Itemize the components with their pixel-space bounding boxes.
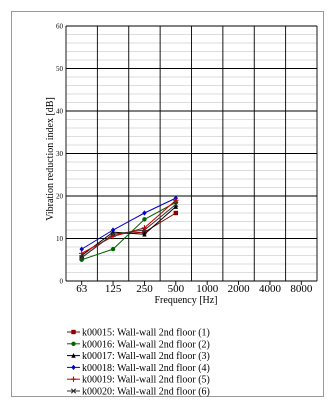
data-point: [173, 197, 179, 203]
y-tick-label: 10: [56, 235, 64, 243]
legend-label: k00016: Wall-wall 2nd floor (2): [82, 339, 210, 350]
x-tick-label: 1000: [196, 283, 219, 295]
data-point: [142, 210, 147, 216]
data-point: [173, 201, 179, 208]
legend-label: k00018: Wall-wall 2nd floor (4): [82, 363, 210, 374]
legend-label: k00019: Wall-wall 2nd floor (5): [82, 375, 210, 386]
data-point: [79, 255, 85, 261]
data-point: [78, 250, 85, 257]
x-tick-label: 2000: [228, 283, 251, 295]
x-tick-labels: 63 125 250 500 1000 2000 4000 8000: [76, 283, 313, 295]
legend-marker: [70, 388, 77, 394]
x-axis-label: Frequency [Hz]: [154, 295, 217, 306]
x-tick-label: 4000: [259, 283, 282, 295]
data-point: [173, 210, 179, 216]
data-point: [173, 204, 179, 209]
legend-marker: [71, 364, 76, 370]
x-tick-label: 500: [168, 283, 185, 295]
series-line: [81, 197, 177, 250]
y-tick-label: 30: [56, 150, 64, 158]
series-lines: [78, 195, 179, 262]
data-point: [142, 231, 147, 237]
x-tick-label: 250: [136, 283, 153, 295]
series-line: [81, 201, 177, 261]
data-point: [79, 246, 84, 252]
legend-marker: [71, 329, 76, 335]
grid: [65, 25, 318, 285]
data-point: [141, 227, 148, 233]
legend-label: k00017: Wall-wall 2nd floor (3): [82, 351, 210, 362]
x-tick-label: 125: [105, 283, 122, 295]
chart-frame: [11, 11, 324, 397]
y-tick-label: 50: [56, 65, 64, 73]
y-tick-label: 60: [56, 23, 64, 31]
series-line: [81, 206, 177, 256]
legend-marker: [70, 376, 77, 382]
x-tick-label: 63: [76, 283, 88, 295]
data-point: [110, 246, 116, 252]
legend-label: k00015: Wall-wall 2nd floor (1): [82, 328, 210, 339]
legend: k00015: Wall-wall 2nd floor (1)k00016: W…: [67, 328, 210, 398]
series-line: [81, 204, 177, 259]
y-tick-labels: 0 10 20 30 40 50 60: [56, 23, 64, 286]
legend-marker: [71, 353, 76, 358]
data-point: [110, 227, 116, 233]
y-tick-label: 0: [60, 278, 64, 286]
legend-marker: [71, 341, 76, 346]
legend-label: k00020: Wall-wall 2nd floor (6): [82, 387, 210, 398]
data-point: [142, 217, 147, 222]
y-tick-label: 40: [56, 108, 64, 116]
y-tick-label: 20: [56, 193, 64, 201]
x-tick-label: 8000: [290, 283, 313, 295]
y-axis-label: Vibration reduction index [dB]: [45, 97, 56, 221]
data-point: [110, 231, 116, 237]
